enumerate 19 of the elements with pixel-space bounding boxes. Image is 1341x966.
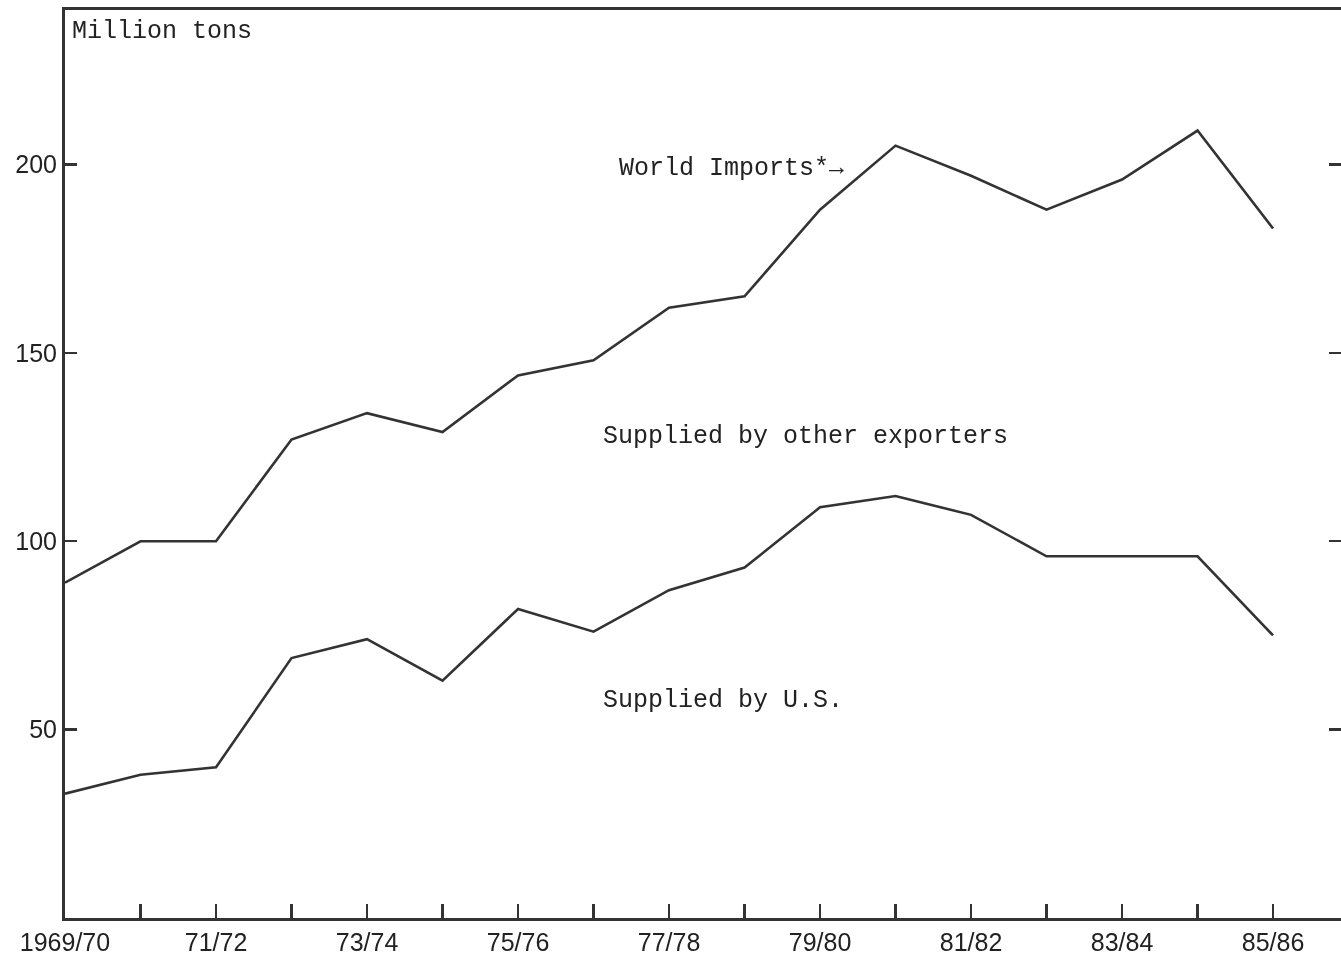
x-tick-label: 81/82 <box>939 928 1003 956</box>
x-tick-label: 85/86 <box>1241 928 1305 956</box>
y-tick-label: 150 <box>15 338 57 367</box>
y-tick-label: 200 <box>15 150 57 179</box>
y-tick-label: 100 <box>15 526 57 555</box>
x-tick-label: 73/74 <box>335 928 399 956</box>
series-label: World Imports*→ <box>619 154 845 183</box>
x-tick-label: 71/72 <box>184 928 248 956</box>
x-tick-label: 79/80 <box>788 928 852 956</box>
y-axis-title: Million tons <box>72 17 253 46</box>
y-tick-label: 50 <box>29 715 57 744</box>
x-tick-label: 1969/70 <box>19 928 111 956</box>
x-tick-label: 75/76 <box>486 928 550 956</box>
text: Supplied by U.S. <box>603 686 844 715</box>
x-tick-label: 83/84 <box>1090 928 1154 956</box>
line-series <box>65 129 1275 584</box>
x-tick-label: 77/78 <box>637 928 701 956</box>
line-series <box>65 494 1275 795</box>
annotation: Supplied by other exporters <box>603 422 1009 451</box>
